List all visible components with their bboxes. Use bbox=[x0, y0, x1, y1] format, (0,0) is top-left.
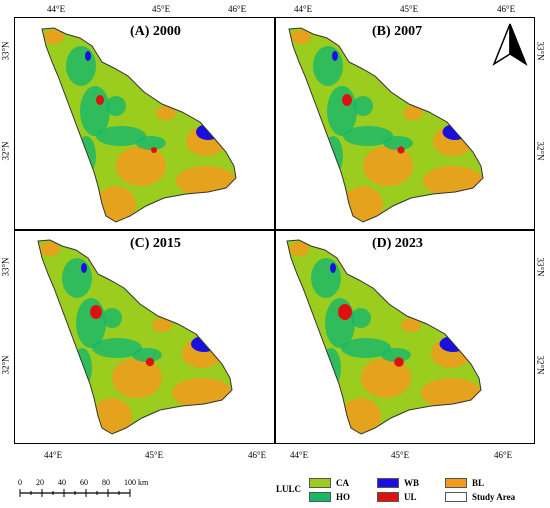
lat-label: 32°N bbox=[0, 355, 11, 375]
lat-label: 33°N bbox=[535, 257, 546, 277]
scale-label: 80 bbox=[102, 478, 110, 487]
lon-label: 46°E bbox=[248, 450, 267, 460]
lon-label: 46°E bbox=[228, 4, 247, 14]
lulc-map-2015 bbox=[37, 239, 233, 435]
legend-swatch-bl bbox=[445, 478, 467, 488]
legend-swatch-ca bbox=[309, 478, 331, 488]
lat-label: 32°N bbox=[535, 141, 546, 161]
lat-label: 33°N bbox=[0, 41, 11, 61]
north-arrow-icon bbox=[492, 23, 528, 66]
lon-label: 44°E bbox=[294, 4, 313, 14]
lon-label: 45°E bbox=[145, 450, 164, 460]
scale-label: 60 bbox=[80, 478, 88, 487]
legend-swatch-wb bbox=[377, 478, 399, 488]
scale-label: 40 bbox=[58, 478, 66, 487]
lon-label: 46°E bbox=[497, 4, 516, 14]
scale-label: 100 km bbox=[124, 478, 149, 487]
scale-label: 0 bbox=[18, 478, 22, 487]
lat-label: 33°N bbox=[535, 41, 546, 61]
lon-label: 45°E bbox=[400, 4, 419, 14]
legend-label-ca: CA bbox=[336, 478, 349, 488]
lat-label: 32°N bbox=[535, 355, 546, 375]
legend-swatch-ul bbox=[377, 492, 399, 502]
lon-label: 44°E bbox=[47, 4, 66, 14]
lat-label: 33°N bbox=[0, 257, 11, 277]
panel-title-c: (C) 2015 bbox=[130, 236, 181, 251]
legend-label-ho: HO bbox=[336, 492, 351, 502]
legend-swatch-study-area bbox=[445, 492, 467, 502]
lat-label: 32°N bbox=[0, 141, 11, 161]
lon-label: 45°E bbox=[152, 4, 171, 14]
legend-title: LULC bbox=[276, 484, 302, 494]
panel-title-d: (D) 2023 bbox=[372, 236, 423, 251]
lon-label: 45°E bbox=[391, 450, 410, 460]
lon-label: 44°E bbox=[290, 450, 309, 460]
legend-label-bl: BL bbox=[472, 478, 485, 488]
scale-bar bbox=[19, 489, 131, 497]
legend-label-wb: WB bbox=[404, 478, 420, 488]
lulc-map-2007 bbox=[288, 27, 484, 223]
lulc-map-2000 bbox=[41, 27, 237, 223]
legend-label-ul: UL bbox=[404, 492, 417, 502]
lon-label: 46°E bbox=[494, 450, 513, 460]
panel-title-b: (B) 2007 bbox=[372, 24, 423, 39]
legend-label-study-area: Study Area bbox=[472, 492, 516, 502]
scale-label: 20 bbox=[36, 478, 44, 487]
lulc-map-2023 bbox=[286, 239, 482, 435]
panel-title-a: (A) 2000 bbox=[130, 24, 181, 39]
lon-label: 44°E bbox=[44, 450, 63, 460]
legend-swatch-ho bbox=[309, 492, 331, 502]
panel-divider-horizontal bbox=[14, 229, 535, 231]
